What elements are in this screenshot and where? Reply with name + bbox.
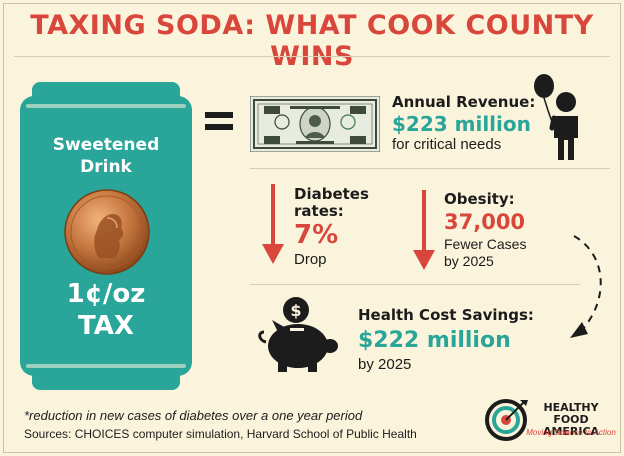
title-divider [14, 56, 610, 57]
penny-icon [64, 189, 150, 275]
can-rim-line-top [26, 104, 186, 108]
obesity-label: Obesity: [444, 190, 515, 208]
health-cost-subtext: by 2025 [358, 356, 412, 373]
soda-can: Sweetened Drink 1¢/oz TAX [20, 82, 192, 390]
obesity-subtext-line2: by 2025 [444, 253, 494, 269]
revenue-value: $223 million [392, 112, 531, 136]
can-label-line1: Sweetened [52, 135, 160, 155]
logo-name-line1: HEALTHY FOOD [543, 401, 599, 426]
health-cost-label: Health Cost Savings: [358, 306, 534, 324]
target-logo-icon [485, 399, 528, 441]
svg-text:$: $ [290, 301, 301, 320]
footnote: *reduction in new cases of diabetes over… [24, 408, 363, 423]
infographic-frame [3, 3, 621, 453]
dollar-bill-icon [250, 96, 380, 152]
can-rim-line-bottom [26, 364, 186, 368]
healthy-food-america-logo: HEALTHY FOOD AMERICA Moving Science to A… [484, 396, 616, 442]
can-tax-word: TAX [78, 311, 134, 341]
diabetes-label-line2: rates: [294, 202, 344, 220]
obesity-value: 37,000 [444, 210, 526, 234]
logo-tagline: Moving Science to Action [526, 428, 616, 437]
piggy-bank-icon: $ [258, 297, 338, 372]
equals-icon [205, 108, 235, 134]
curved-dashed-arrow-icon [570, 235, 602, 338]
diabetes-value: 7% [294, 220, 339, 250]
down-arrow-icon [413, 190, 435, 270]
obesity-subtext-line1: Fewer Cases [444, 236, 527, 252]
diabetes-label: Diabetes rates: [294, 186, 384, 220]
balloon-child-icon [534, 74, 578, 160]
section-divider-2 [250, 284, 580, 285]
logo-name-line2: AMERICA [542, 425, 600, 438]
diabetes-subtext: Drop [294, 251, 327, 268]
revenue-subtext: for critical needs [392, 136, 502, 153]
page-title: TAXING SODA: WHAT COOK COUNTY WINS [30, 10, 594, 72]
sources: Sources: CHOICES computer simulation, Ha… [24, 427, 417, 441]
diabetes-label-line1: Diabetes [294, 185, 369, 203]
down-arrow-icon [262, 184, 284, 264]
can-label-line2: Drink [80, 157, 132, 177]
logo-name: HEALTHY FOOD AMERICA [526, 402, 616, 438]
can-rim-bottom [32, 368, 180, 390]
can-tax: 1¢/oz TAX [20, 278, 192, 342]
health-cost-value: $222 million [358, 328, 511, 353]
can-label: Sweetened Drink [20, 134, 192, 178]
can-tax-rate: 1¢/oz [66, 279, 146, 309]
section-divider-1 [250, 168, 610, 169]
obesity-subtext: Fewer Cases by 2025 [444, 236, 526, 270]
revenue-label: Annual Revenue: [392, 93, 536, 111]
